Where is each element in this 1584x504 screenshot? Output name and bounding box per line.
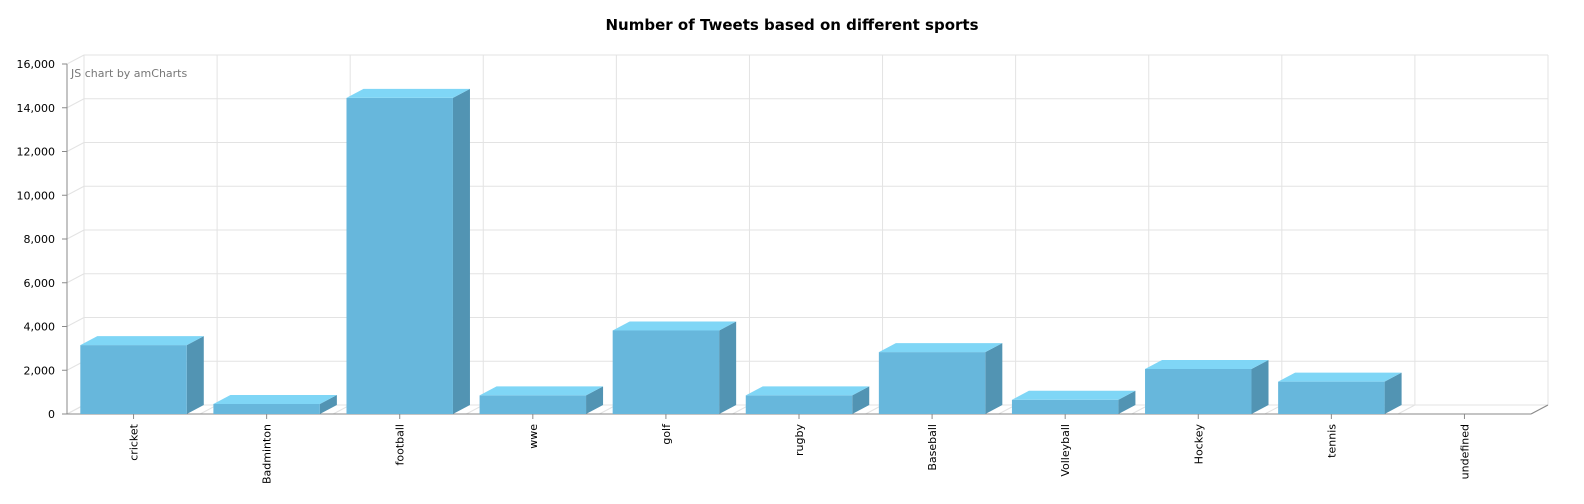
- bar-side: [452, 88, 470, 414]
- x-tick-label: Baseball: [926, 424, 939, 471]
- grid-line-slant: [66, 185, 85, 196]
- bar-side: [1251, 359, 1269, 414]
- bar: [878, 352, 986, 414]
- grid-line-floor: [1397, 404, 1416, 415]
- bar-side: [186, 336, 204, 414]
- bar-side: [319, 394, 337, 414]
- x-tick-label: tennis: [1325, 424, 1338, 458]
- grid-line-slant: [66, 317, 85, 327]
- bar: [80, 345, 187, 414]
- y-tick-label: 8,000: [24, 233, 56, 246]
- grid-line-slant: [66, 273, 85, 284]
- y-tick-label: 0: [48, 408, 55, 421]
- x-tick-label: Volleyball: [1059, 424, 1072, 477]
- bar-side: [852, 386, 870, 414]
- x-tick-label: cricket: [128, 423, 141, 460]
- bar-side: [586, 386, 604, 414]
- bar: [213, 403, 320, 414]
- bar-side: [985, 343, 1003, 414]
- x-tick-label: football: [394, 424, 407, 465]
- bar: [612, 330, 720, 414]
- y-tick-label: 6,000: [24, 277, 56, 290]
- y-tick-label: 12,000: [17, 146, 56, 159]
- x-tick-label: undefined: [1458, 424, 1471, 479]
- bar: [346, 97, 453, 414]
- bar-side: [1384, 372, 1402, 414]
- amcharts-credit-link[interactable]: JS chart by amCharts: [71, 67, 188, 80]
- grid-line-slant: [66, 98, 85, 109]
- y-tick-label: 14,000: [17, 102, 56, 115]
- grid-line-slant: [66, 142, 85, 152]
- bar: [1145, 368, 1252, 414]
- grid-line-slant: [66, 229, 85, 240]
- bar-top: [1011, 390, 1136, 400]
- y-tick-label: 10,000: [17, 189, 56, 202]
- bar-top: [1145, 359, 1269, 369]
- x-tick-label: wwe: [527, 424, 540, 449]
- x-tick-label: Badminton: [261, 424, 274, 484]
- bar: [745, 395, 853, 414]
- y-tick-label: 2,000: [24, 364, 56, 377]
- bar-top: [213, 394, 337, 404]
- y-tick-label: 16,000: [17, 58, 56, 71]
- x-tick-label: Hockey: [1192, 424, 1205, 465]
- bar: [1278, 381, 1385, 414]
- bar-side: [1118, 390, 1136, 414]
- chart-title: Number of Tweets based on different spor…: [605, 16, 979, 34]
- bar-top: [346, 88, 470, 98]
- grid-line-slant: [66, 54, 85, 65]
- bar-side: [719, 321, 737, 414]
- bar: [1011, 399, 1119, 414]
- bar-top: [1278, 372, 1402, 382]
- bar: [479, 395, 587, 414]
- bar-top: [612, 321, 737, 331]
- bar-top: [745, 386, 870, 396]
- x-axis-end-slant: [1530, 404, 1549, 415]
- bar-top: [80, 336, 204, 346]
- bar-top: [878, 343, 1003, 353]
- x-tick-label: golf: [660, 423, 673, 445]
- y-tick-label: 4,000: [24, 321, 56, 334]
- bar-top: [479, 386, 604, 396]
- x-tick-label: rugby: [793, 424, 806, 456]
